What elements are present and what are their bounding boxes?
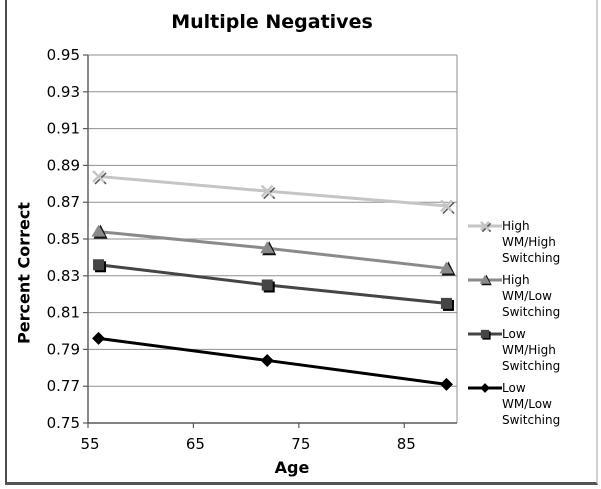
x-marker-icon — [468, 221, 502, 233]
svg-text:0.93: 0.93 — [47, 83, 80, 101]
legend-label: Low WM/Low Switching — [502, 381, 561, 427]
legend-item: Low WM/High Switching — [468, 326, 598, 374]
triangle-marker-icon — [468, 274, 502, 286]
legend-item: Low WM/Low Switching — [468, 380, 598, 428]
svg-text:0.77: 0.77 — [47, 377, 80, 395]
x-axis-label: Age — [274, 458, 310, 477]
svg-text:0.91: 0.91 — [47, 120, 80, 138]
svg-text:0.95: 0.95 — [47, 46, 80, 64]
chart-title: Multiple Negatives — [171, 11, 373, 33]
legend-label: High WM/Low Switching — [502, 273, 561, 319]
svg-text:65: 65 — [186, 435, 205, 453]
svg-text:85: 85 — [397, 435, 416, 453]
legend-item: High WM/High Switching — [468, 218, 598, 266]
diamond-marker-icon — [468, 383, 502, 393]
svg-text:75: 75 — [291, 435, 310, 453]
square-marker-icon — [468, 329, 502, 340]
legend-item: High WM/Low Switching — [468, 272, 598, 320]
svg-text:0.85: 0.85 — [47, 230, 80, 248]
svg-text:0.79: 0.79 — [47, 340, 80, 358]
svg-text:0.83: 0.83 — [47, 267, 80, 285]
legend-label: Low WM/High Switching — [502, 327, 561, 373]
svg-text:0.81: 0.81 — [47, 304, 80, 322]
chart-legend: High WM/High Switching High WM/Low Switc… — [468, 218, 598, 434]
legend-label: High WM/High Switching — [502, 219, 561, 265]
svg-text:0.87: 0.87 — [47, 193, 80, 211]
svg-text:55: 55 — [80, 435, 99, 453]
svg-text:0.89: 0.89 — [47, 156, 80, 174]
svg-text:0.75: 0.75 — [47, 414, 80, 432]
